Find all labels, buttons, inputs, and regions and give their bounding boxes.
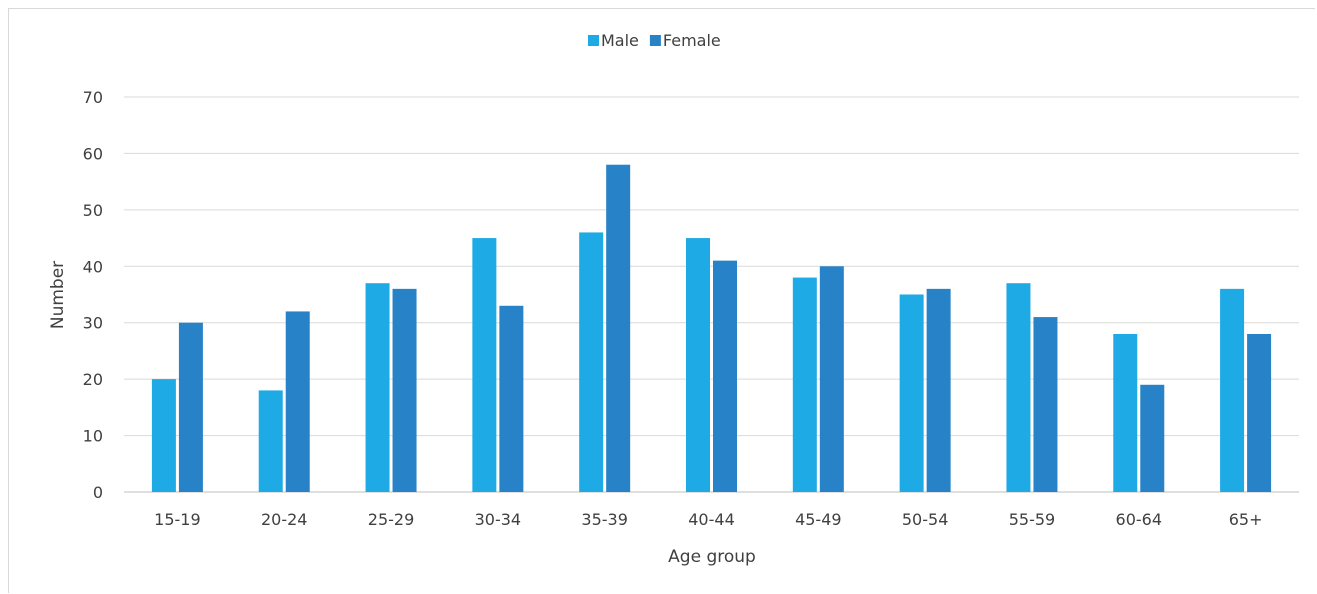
bar-male-15-19 (151, 379, 176, 492)
y-axis-ticks: 0 10 20 30 40 50 60 70 (83, 88, 103, 502)
legend-label-female: Female (663, 31, 721, 50)
y-tick-label: 40 (83, 257, 103, 276)
bar-male-35-39 (579, 232, 604, 492)
bar-male-65+ (1220, 288, 1245, 492)
bar-male-30-34 (472, 238, 497, 492)
x-tick-label: 45-49 (795, 510, 842, 529)
bars (151, 164, 1272, 492)
x-tick-label: 40-44 (688, 510, 735, 529)
bar-female-60-64 (1140, 384, 1165, 492)
bar-female-45-49 (819, 266, 844, 492)
x-tick-label: 65+ (1229, 510, 1263, 529)
gridlines (124, 96, 1299, 493)
x-tick-label: 20-24 (261, 510, 308, 529)
bar-female-55-59 (1033, 317, 1058, 492)
y-tick-label: 50 (83, 201, 103, 220)
legend-label-male: Male (601, 31, 639, 50)
legend-swatch-male (588, 35, 599, 46)
bar-male-55-59 (1006, 283, 1031, 492)
bar-female-65+ (1247, 334, 1272, 492)
x-tick-label: 50-54 (902, 510, 949, 529)
bar-male-50-54 (899, 294, 924, 492)
x-tick-label: 15-19 (154, 510, 201, 529)
y-tick-label: 10 (83, 427, 103, 446)
y-tick-label: 0 (93, 483, 103, 502)
x-tick-label: 60-64 (1116, 510, 1163, 529)
bar-female-30-34 (499, 305, 524, 492)
bar-male-60-64 (1113, 334, 1138, 492)
bar-male-25-29 (365, 283, 390, 492)
bar-male-20-24 (258, 390, 283, 492)
bar-female-35-39 (606, 164, 631, 492)
x-tick-label: 30-34 (475, 510, 522, 529)
x-axis-ticks: 15-19 20-24 25-29 30-34 35-39 40-44 45-49 50-54… (154, 510, 1262, 529)
y-tick-label: 30 (83, 314, 103, 333)
bar-female-40-44 (713, 260, 737, 492)
bar-female-20-24 (285, 311, 310, 492)
bar-female-15-19 (178, 322, 203, 492)
x-tick-label: 25-29 (368, 510, 415, 529)
bar-female-50-54 (926, 288, 951, 492)
bar-female-25-29 (392, 288, 417, 492)
y-tick-label: 60 (83, 144, 103, 163)
x-tick-label: 35-39 (581, 510, 628, 529)
x-tick-label: 55-59 (1009, 510, 1056, 529)
legend-swatch-female (649, 35, 661, 46)
y-tick-label: 20 (83, 370, 103, 389)
bar-male-45-49 (792, 277, 817, 492)
y-tick-label: 70 (83, 88, 103, 107)
chart-frame (8, 8, 1315, 593)
x-axis-title: Age group (668, 547, 756, 567)
y-axis-title: Number (48, 261, 68, 329)
bar-male-40-44 (686, 238, 710, 492)
legend: Male Female (588, 31, 721, 50)
